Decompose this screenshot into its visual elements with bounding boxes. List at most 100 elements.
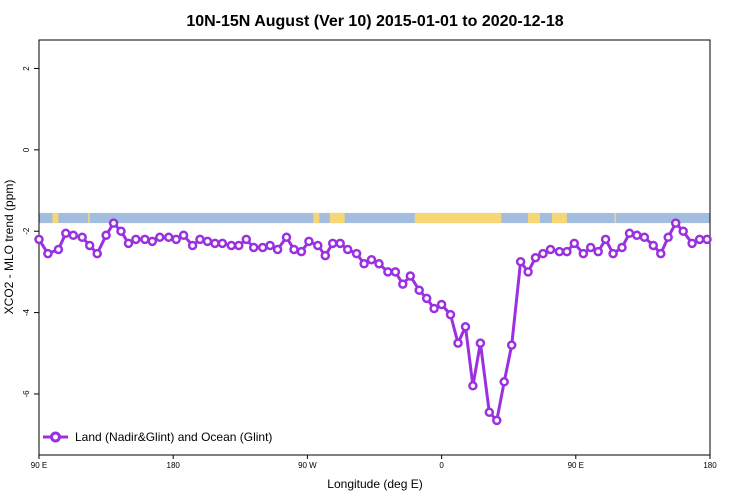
data-point	[593, 246, 603, 257]
land-segment	[528, 212, 541, 224]
data-point	[327, 238, 338, 249]
data-point	[313, 240, 323, 251]
data-point	[320, 250, 331, 261]
data-point	[578, 248, 589, 259]
data-point	[608, 248, 618, 259]
data-point	[374, 259, 384, 269]
x-tick-label: 180	[703, 461, 717, 470]
x-tick-label: 0	[439, 461, 444, 470]
data-point	[484, 407, 495, 418]
data-point	[108, 218, 119, 228]
land-segment	[551, 212, 567, 224]
data-point	[351, 248, 362, 259]
data-point	[155, 232, 165, 243]
x-tick-label: 180	[167, 461, 181, 470]
data-point	[101, 230, 111, 241]
series-line	[37, 221, 707, 422]
data-point	[460, 322, 471, 332]
land-segment	[414, 212, 502, 224]
legend-label: Land (Nadir&Glint) and Ocean (Glint)	[75, 430, 272, 444]
data-point	[116, 226, 126, 236]
data-point	[187, 240, 198, 251]
data-point	[639, 232, 650, 243]
y-tick-label: -4	[22, 308, 31, 316]
data-point	[281, 232, 292, 243]
y-tick-label: 2	[22, 66, 31, 71]
y-tick-label: -2	[22, 227, 31, 235]
data-point	[342, 244, 353, 255]
data-point	[499, 377, 509, 387]
y-tick-label: 0	[22, 147, 31, 152]
data-point	[405, 271, 416, 281]
data-point	[694, 234, 705, 245]
data-point	[234, 240, 244, 251]
data-point	[202, 236, 213, 247]
data-point	[217, 238, 228, 249]
land-ocean-band	[39, 212, 710, 224]
x-tick-label: 90 E	[568, 461, 584, 470]
land-segment	[52, 212, 59, 224]
land-segment	[88, 212, 90, 224]
data-point	[702, 234, 712, 245]
data-point	[210, 238, 220, 249]
data-point	[506, 340, 517, 350]
data-point	[241, 234, 252, 245]
data-point	[436, 299, 447, 310]
data-point	[538, 248, 548, 259]
data-point	[656, 248, 666, 259]
data-point	[554, 246, 565, 257]
ocean-band	[39, 212, 710, 224]
data-point	[648, 240, 659, 251]
data-point	[163, 232, 174, 243]
data-point	[678, 226, 688, 236]
data-point	[617, 242, 627, 253]
data-point	[569, 238, 580, 249]
data-point	[445, 309, 456, 320]
data-point	[530, 252, 541, 263]
data-point	[390, 267, 401, 277]
data-point	[195, 234, 205, 245]
data-point	[663, 232, 673, 243]
data-point	[77, 232, 87, 243]
data-point	[600, 234, 611, 245]
data-point	[515, 256, 526, 267]
x-axis: 90 E 180 90 W 0 90 E 180	[31, 455, 717, 470]
chart-title: 10N-15N August (Ver 10) 2015-01-01 to 20…	[186, 13, 563, 30]
data-point	[171, 234, 181, 245]
data-point	[453, 338, 463, 348]
data-point	[632, 230, 642, 241]
data-point	[272, 244, 283, 255]
data-point	[687, 238, 697, 249]
data-point	[131, 234, 141, 245]
plot-frame	[38, 39, 711, 456]
x-axis-label: Longitude (deg E)	[327, 477, 422, 491]
data-point	[545, 244, 556, 255]
data-point	[670, 218, 681, 228]
data-point	[53, 244, 64, 255]
data-point	[366, 254, 377, 265]
data-point	[265, 240, 275, 251]
land-segment	[313, 212, 320, 224]
legend-marker	[50, 431, 61, 443]
data-point	[68, 230, 79, 241]
data-point	[92, 248, 102, 259]
data-point	[84, 240, 95, 251]
data-point	[475, 338, 486, 348]
data-point	[61, 228, 71, 239]
land-segment	[614, 212, 617, 224]
data-point	[335, 238, 345, 249]
data-point	[414, 285, 424, 295]
data-point	[248, 242, 259, 253]
data-point	[304, 236, 314, 247]
data-point	[492, 415, 502, 426]
legend: Land (Nadir&Glint) and Ocean (Glint)	[43, 430, 272, 444]
data-point	[43, 248, 53, 259]
data-point	[585, 242, 596, 253]
y-axis: 2 0 -2 -4 -6	[22, 66, 39, 398]
data-point	[147, 236, 158, 247]
data-point	[178, 230, 189, 241]
data-point	[398, 279, 408, 289]
y-axis-label: XCO2 - MLO trend (ppm)	[2, 180, 16, 315]
data-point	[140, 234, 150, 245]
